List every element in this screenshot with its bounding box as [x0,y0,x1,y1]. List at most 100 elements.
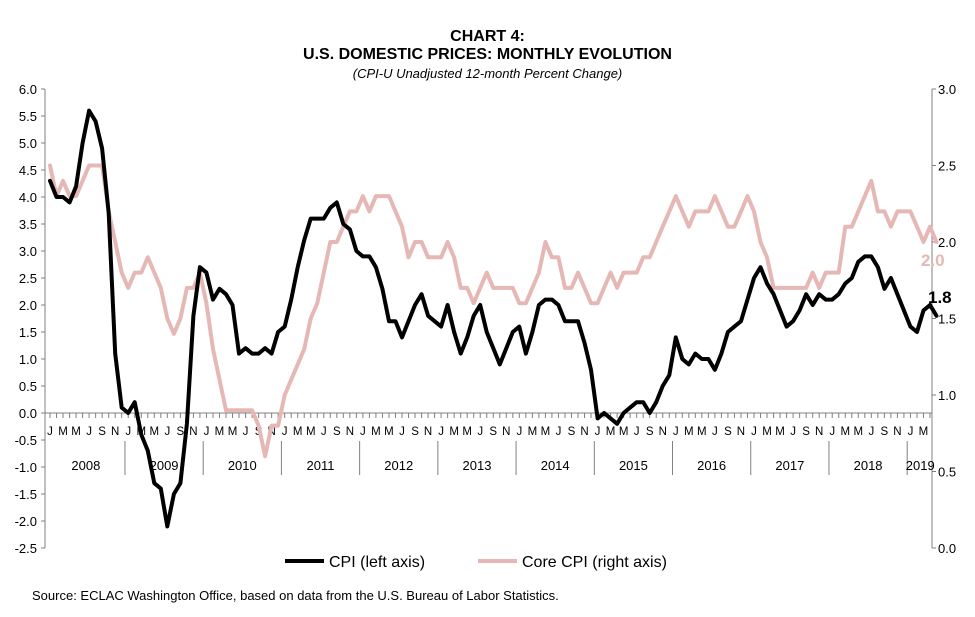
x-axis-month-label: N [737,426,745,438]
x-axis-month-label: S [802,426,810,438]
x-axis-month-label: M [541,426,551,438]
left-axis-tick-label: 0.5 [19,379,37,394]
x-axis-month-label: J [516,426,522,438]
x-axis-year-label: 2011 [307,458,335,473]
x-axis-month-label: J [634,426,640,438]
x-axis-month-label: J [908,426,914,438]
left-axis-tick-label: -2.0 [15,514,37,529]
end-label-core: 2.0 [921,251,945,270]
x-axis-month-label: M [149,426,159,438]
x-axis-month-label: J [204,426,210,438]
chart-subtitle: (CPI-U Unadjusted 12-month Percent Chang… [352,66,623,81]
x-axis-month-label: M [462,426,472,438]
cpi-line [48,108,939,529]
x-axis-month-label: J [438,426,444,438]
x-axis-month-label: M [306,426,316,438]
x-axis-month-label: N [502,426,510,438]
x-axis-month-label: J [477,426,483,438]
x-axis-month-label: J [595,426,601,438]
end-label-cpi: 1.8 [928,288,952,307]
x-axis-year-label: 2014 [541,458,570,473]
legend: CPI (left axis) Core CPI (right axis) [285,554,667,571]
x-axis-month-label: M [697,426,707,438]
x-axis-month-label: S [568,426,576,438]
x-axis-year-label: 2019 [906,458,935,473]
left-axis-tick-label: 2.0 [19,298,37,313]
x-axis-month-label: N [189,426,197,438]
x-axis-month-label: N [659,426,667,438]
left-axis-tick-label: 5.0 [19,136,37,151]
x-axis-month-label: J [556,426,562,438]
x-axis-month-label: J [47,426,53,438]
x-axis-month-label: M [71,426,81,438]
left-axis-tick-label: 5.5 [19,109,37,124]
x-axis-month-label: M [293,426,303,438]
x-axis-month-label: S [411,426,419,438]
x-axis-month-label: S [98,426,106,438]
left-axis-tick-label: 4.0 [19,190,37,205]
x-axis-month-label: N [424,426,432,438]
x-axis-month-label: M [840,426,850,438]
left-axis-tick-label: 6.0 [19,82,37,97]
source-note: Source: ECLAC Washington Office, based o… [32,588,559,603]
x-axis-month-label: M [606,426,616,438]
x-axis-month-label: S [333,426,341,438]
x-axis-month-label: M [371,426,381,438]
x-axis-month-label: M [384,426,394,438]
legend-label-cpi: CPI (left axis) [329,554,425,571]
left-axis-tick-label: 1.0 [19,352,37,367]
x-axis-year-label: 2013 [463,458,492,473]
cpi-series-group [48,108,939,529]
x-axis-month-label: J [712,426,718,438]
right-axis-tick-label: 2.5 [938,159,956,174]
x-axis-month-label: J [243,426,249,438]
x-axis-month-label: J [125,426,131,438]
left-axis-tick-label: 1.5 [19,325,37,340]
left-axis-tick-label: 2.5 [19,271,37,286]
left-axis-tick-label: -0.5 [15,433,37,448]
x-axis-month-label: M [619,426,629,438]
x-axis-month-label: J [673,426,679,438]
x-axis-month-label: J [751,426,757,438]
left-axis-tick-label: 0.0 [19,406,37,421]
x-axis-month-label: M [762,426,772,438]
right-axis-tick-label: 0.5 [938,465,956,480]
x-axis-month-label: M [449,426,459,438]
left-axis-tick-label: 4.5 [19,163,37,178]
x-axis-month-label: M [58,426,68,438]
x-axis-month-label: J [790,426,796,438]
x-axis-month-label: M [853,426,863,438]
x-axis-month-label: J [321,426,327,438]
x-axis-year-label: 2018 [854,458,883,473]
x-axis-year-label: 2015 [619,458,648,473]
x-axis-month-label: J [868,426,874,438]
x-axis-year-label: 2012 [384,458,413,473]
chart-title: CHART 4: [450,28,525,45]
x-axis-month-label: N [893,426,901,438]
x-axis-month-label: J [86,426,92,438]
x-axis-year-label: 2008 [71,458,100,473]
x-axis-month-label: J [399,426,405,438]
chart-title-main: U.S. DOMESTIC PRICES: MONTHLY EVOLUTION [303,46,672,63]
x-axis-month-label: S [177,426,185,438]
x-axis-month-label: J [282,426,288,438]
left-axis-tick-label: -1.0 [15,460,37,475]
x-axis-year-label: 2016 [697,458,726,473]
right-axis-tick-label: 1.5 [938,312,956,327]
x-axis-month-label: S [881,426,889,438]
x-axis-year-label: 2017 [775,458,804,473]
x-axis-month-label: M [228,426,238,438]
x-axis-month-label: M [528,426,538,438]
x-axis-year-label: 2010 [228,458,257,473]
right-axis-tick-label: 0.0 [938,541,956,556]
legend-label-core: Core CPI (right axis) [522,554,667,571]
right-axis-tick-label: 1.0 [938,388,956,403]
x-axis-month-label: J [360,426,366,438]
x-axis-month-label: M [919,426,929,438]
x-axis-month-label: S [489,426,497,438]
left-axis-tick-label: -2.5 [15,541,37,556]
left-axis-tick-label: -1.5 [15,487,37,502]
axes-group: 6.0 5.5 5.0 4.5 4.0 3.5 3.0 2.5 2.0 1.5 1.0 0.5 0.0 -… [15,82,956,556]
